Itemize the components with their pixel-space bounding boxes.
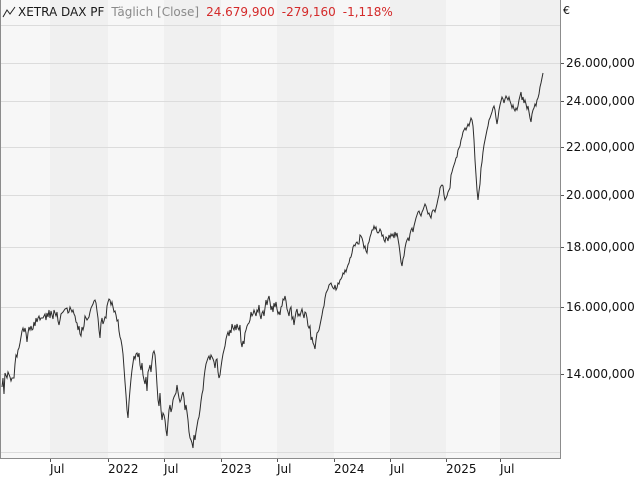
interval-label: Täglich [Close] (111, 5, 200, 19)
line-chart-icon (2, 6, 16, 18)
price-change-pct: -1,118% (342, 5, 393, 19)
x-tick-label: Jul (390, 462, 405, 476)
x-tick-label: Jul (277, 462, 292, 476)
price-change: -279,160 (281, 5, 336, 19)
y-tick-label: 18.000,000 (566, 240, 635, 254)
last-price: 24.679,900 (206, 5, 275, 19)
x-tick-label: 2024 (334, 462, 365, 476)
y-tick-label: 22.000,000 (566, 140, 635, 154)
y-tick-label: 20.000,000 (566, 188, 635, 202)
x-tick-label: 2025 (446, 462, 477, 476)
y-tick-marks (561, 63, 564, 375)
gridlines (0, 25, 560, 453)
time-bands (50, 0, 560, 458)
y-tick-label: 24.000,000 (566, 94, 635, 108)
instrument-name: XETRA DAX PF (18, 5, 105, 19)
x-tick-label: 2022 (108, 462, 139, 476)
chart-header: XETRA DAX PF Täglich [Close] 24.679,900 … (2, 2, 393, 22)
y-tick-label: 16.000,000 (566, 300, 635, 314)
price-line (1, 72, 544, 449)
x-tick-label: 2023 (221, 462, 252, 476)
y-tick-label: 14.000,000 (566, 367, 635, 381)
x-tick-label: Jul (500, 462, 515, 476)
plot-frame (0, 0, 561, 459)
y-tick-label: 26.000,000 (566, 56, 635, 70)
x-tick-label: Jul (50, 462, 65, 476)
currency-label: € (563, 4, 570, 17)
x-tick-marks (50, 459, 501, 462)
x-tick-label: Jul (164, 462, 179, 476)
